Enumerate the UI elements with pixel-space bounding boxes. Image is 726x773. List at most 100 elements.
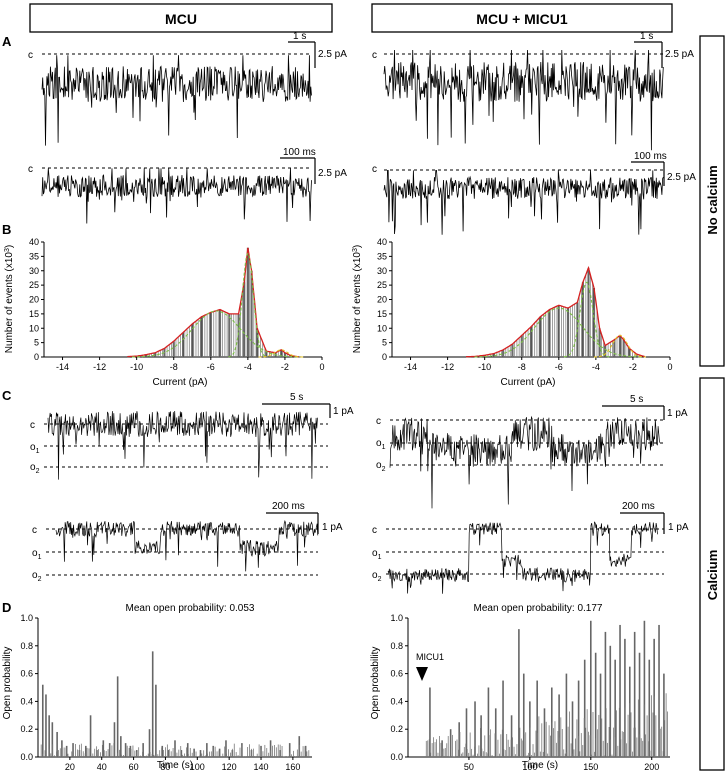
closed-label: c bbox=[28, 164, 33, 175]
po-bar bbox=[102, 740, 105, 757]
po-bar bbox=[449, 729, 452, 757]
histogram-bar bbox=[243, 282, 246, 357]
po-bar bbox=[536, 680, 538, 757]
closed-label: c bbox=[30, 420, 35, 431]
histogram-bar bbox=[154, 352, 157, 357]
gaussian-component bbox=[474, 307, 643, 358]
panel-letter-c: C bbox=[2, 388, 12, 403]
po-bar bbox=[624, 638, 626, 757]
po-bar bbox=[583, 659, 586, 757]
scale-time-label: 1 s bbox=[293, 31, 306, 42]
scale-amp-label: 2.5 pA bbox=[665, 49, 694, 60]
current-trace bbox=[47, 410, 318, 480]
open-probability-mcu: 20 40 60 80 100 120 140 160 0.0 0.2 0.4 0.6 0.8 1.0 O… bbox=[2, 613, 312, 772]
open1-label: o1 bbox=[30, 442, 40, 455]
histogram-bar bbox=[492, 353, 495, 357]
y-tick-label: 30 bbox=[377, 266, 387, 276]
po-bar bbox=[494, 708, 497, 757]
x-tick-label: -10 bbox=[478, 362, 491, 372]
y-tick-label: 5 bbox=[34, 338, 39, 348]
po-bar bbox=[458, 722, 460, 757]
po-bar bbox=[502, 680, 504, 757]
x-tick-label: -6 bbox=[207, 362, 215, 372]
histogram-bar bbox=[530, 326, 532, 357]
y-tick-label: 15 bbox=[29, 309, 39, 319]
histogram-y-label: Number of events (x103) bbox=[352, 245, 364, 353]
panel-a-right-top: c 1 s 2.5 pA bbox=[372, 31, 694, 151]
histogram-bar bbox=[246, 247, 249, 357]
po-bar bbox=[510, 715, 513, 757]
y-tick-label: 15 bbox=[377, 309, 387, 319]
x-tick-label: -12 bbox=[441, 362, 454, 372]
total-fit-curve bbox=[466, 265, 646, 358]
histogram-bar bbox=[557, 305, 560, 357]
y-tick-label: 0.4 bbox=[390, 696, 403, 706]
open1-label: o1 bbox=[32, 548, 42, 561]
gaussian-component bbox=[563, 281, 610, 358]
scale-time-label: 200 ms bbox=[622, 501, 655, 512]
po-bar bbox=[643, 620, 646, 757]
po-bar bbox=[474, 701, 476, 757]
y-tick-label: 0.6 bbox=[390, 669, 403, 679]
y-tick-label: 0.2 bbox=[20, 724, 33, 734]
gaussian-component bbox=[593, 334, 646, 358]
histogram-bar bbox=[200, 316, 203, 357]
current-trace bbox=[383, 170, 664, 235]
closed-label: c bbox=[372, 50, 377, 61]
y-tick-label: 0.8 bbox=[390, 641, 403, 651]
y-tick-label: 0 bbox=[34, 352, 39, 362]
panel-letter-b: B bbox=[2, 222, 11, 237]
panel-c-right-bottom: c o1 o2 200 ms 1 pA bbox=[372, 501, 689, 594]
y-tick-label: 0 bbox=[382, 352, 387, 362]
y-tick-label: 35 bbox=[377, 251, 387, 261]
po-bar bbox=[180, 750, 183, 757]
histogram-bar bbox=[587, 267, 590, 357]
side-box-no-calcium bbox=[699, 35, 725, 367]
po-bar bbox=[124, 743, 127, 757]
open2-label: o2 bbox=[372, 570, 382, 583]
po-bar bbox=[56, 731, 58, 757]
y-tick-label: 40 bbox=[377, 237, 387, 247]
x-tick-label: 60 bbox=[129, 762, 139, 772]
panel-c-left-top: c o1 o2 5 s 1 pA bbox=[30, 392, 354, 480]
po-bar bbox=[89, 715, 92, 757]
histogram-bar bbox=[502, 349, 505, 357]
po-bar bbox=[161, 745, 164, 757]
closed-label: c bbox=[376, 416, 381, 427]
micu1-annotation: MICU1 bbox=[416, 652, 444, 662]
x-tick-label: -10 bbox=[130, 362, 143, 372]
po-bar bbox=[142, 743, 144, 757]
x-tick-label: -8 bbox=[170, 362, 178, 372]
x-tick-label: 50 bbox=[464, 762, 474, 772]
open1-label: o1 bbox=[376, 438, 386, 451]
open-probability-mcu-micu1: 50 100 150 200 0.0 0.2 0.4 0.6 0.8 1.0 Open proba… bbox=[370, 613, 670, 772]
po-bar bbox=[186, 743, 189, 757]
x-tick-label: -12 bbox=[93, 362, 106, 372]
histogram-bar bbox=[265, 351, 268, 357]
histogram-mcu: -14 -12 -10 -8 -6 -4 -2 0 0 5 10 15 20 25 30 35 40 Numbe… bbox=[4, 237, 325, 388]
x-tick-label: 20 bbox=[65, 762, 75, 772]
mean-open-probability-left: Mean open probability: 0.053 bbox=[126, 603, 255, 614]
po-bar bbox=[658, 624, 660, 757]
open1-label: o1 bbox=[372, 548, 382, 561]
y-tick-label: 20 bbox=[29, 295, 39, 305]
x-tick-label: 0 bbox=[319, 362, 324, 372]
panel-letter-a: A bbox=[2, 34, 12, 49]
po-bar bbox=[543, 708, 546, 757]
y-tick-label: 10 bbox=[377, 323, 387, 333]
histogram-bar bbox=[628, 348, 631, 357]
histogram-bars bbox=[467, 267, 645, 357]
scale-amp-label: 2.5 pA bbox=[318, 49, 347, 60]
x-tick-label: -2 bbox=[281, 362, 289, 372]
x-tick-label: -14 bbox=[404, 362, 417, 372]
y-tick-label: 25 bbox=[29, 280, 39, 290]
po-bar bbox=[151, 651, 154, 757]
po-bar bbox=[155, 684, 157, 757]
po-bar bbox=[441, 740, 443, 757]
x-tick-label: 140 bbox=[254, 762, 269, 772]
side-label-calcium: Calcium bbox=[705, 550, 720, 601]
po-bar bbox=[51, 722, 54, 757]
po-bar bbox=[269, 740, 272, 757]
scale-amp-label: 1 pA bbox=[667, 408, 688, 419]
